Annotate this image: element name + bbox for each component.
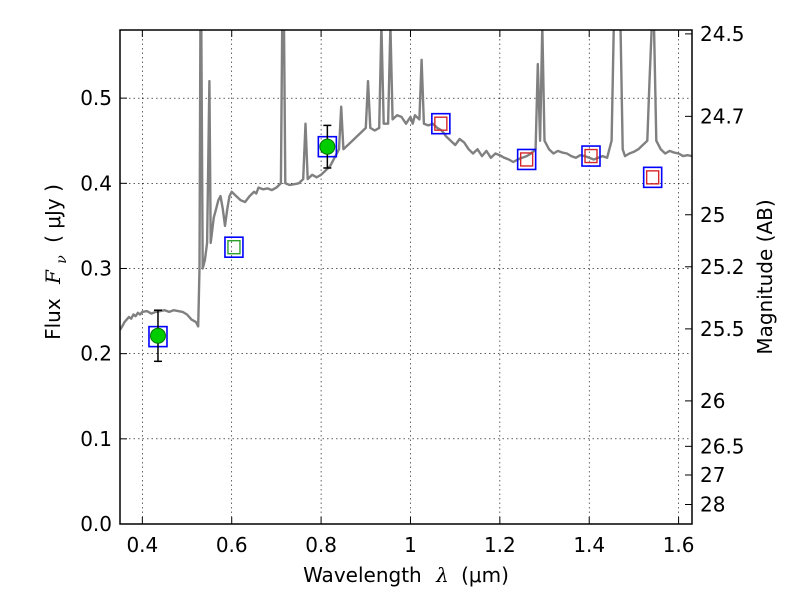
y-tick-label: 0.1	[80, 427, 112, 451]
upper-limit-square	[434, 116, 448, 131]
x-tick-label: 0.8	[305, 533, 337, 557]
detection-point	[149, 327, 166, 344]
y2-tick-label: 25.5	[700, 317, 745, 341]
grid-lines	[120, 30, 692, 524]
x-tick-label: 1.6	[663, 533, 695, 557]
y-axis-title-symbol: F	[41, 269, 65, 285]
plot-frame	[119, 29, 693, 525]
y-tick-label: 0.2	[80, 342, 112, 366]
y-axis-title: Flux F ν ( μJy )	[41, 184, 71, 340]
model-photometry-square	[431, 112, 451, 135]
model-photometry-square	[224, 236, 244, 258]
model-spectrum-line	[120, 30, 692, 331]
x-axis-title-unit: (μm)	[461, 563, 509, 587]
model-photometry-square	[581, 145, 601, 167]
upper-limit-square	[645, 170, 660, 185]
x-axis-title: Wavelength λ (μm)	[303, 563, 509, 587]
y2-tick-label: 25	[700, 203, 725, 227]
y2-tick-label: 24.7	[700, 104, 745, 128]
y-tick-label: 0.3	[80, 256, 112, 280]
x-tick-label: 1.2	[484, 533, 516, 557]
x-axis-title-prefix: Wavelength	[303, 563, 422, 587]
detection-point	[319, 138, 336, 155]
x-tick-label: 1.4	[573, 533, 605, 557]
axis-ticks: 0.4 0.6 0.8 1 1.2 1.4 1.6 0.0 0.1 0.2 0.3 0.4 0.5 24.…	[80, 22, 744, 557]
y2-axis-title: Magnitude (AB)	[753, 199, 777, 354]
model-photometry-square	[516, 148, 537, 171]
y-axis-title-unit: ( μJy )	[41, 184, 65, 243]
model-photometry-square	[642, 166, 663, 189]
x-axis-title-symbol: λ	[435, 563, 449, 587]
model-spectrum-layer	[120, 30, 692, 331]
y-axis-title-subscript: ν	[54, 255, 70, 264]
x-tick-label: 0.6	[216, 533, 248, 557]
upper-limit-square	[584, 148, 598, 164]
x-tick-label: 1	[404, 533, 417, 557]
y2-tick-label: 24.5	[700, 22, 745, 46]
x-tick-label: 0.4	[126, 533, 158, 557]
y-tick-label: 0.0	[80, 512, 112, 536]
y-tick-label: 0.5	[80, 86, 112, 110]
y2-tick-label: 25.2	[700, 255, 745, 279]
photometry-points-layer	[148, 112, 663, 363]
y2-tick-label: 27	[700, 463, 725, 487]
y-axis-title-prefix: Flux	[41, 298, 65, 340]
y2-tick-label: 26.5	[700, 434, 745, 458]
upper-limit-square	[519, 152, 534, 167]
y2-tick-label: 28	[700, 492, 725, 516]
y-tick-label: 0.4	[80, 171, 112, 195]
y2-tick-label: 26	[700, 389, 725, 413]
marginal-detection-square	[227, 239, 241, 255]
